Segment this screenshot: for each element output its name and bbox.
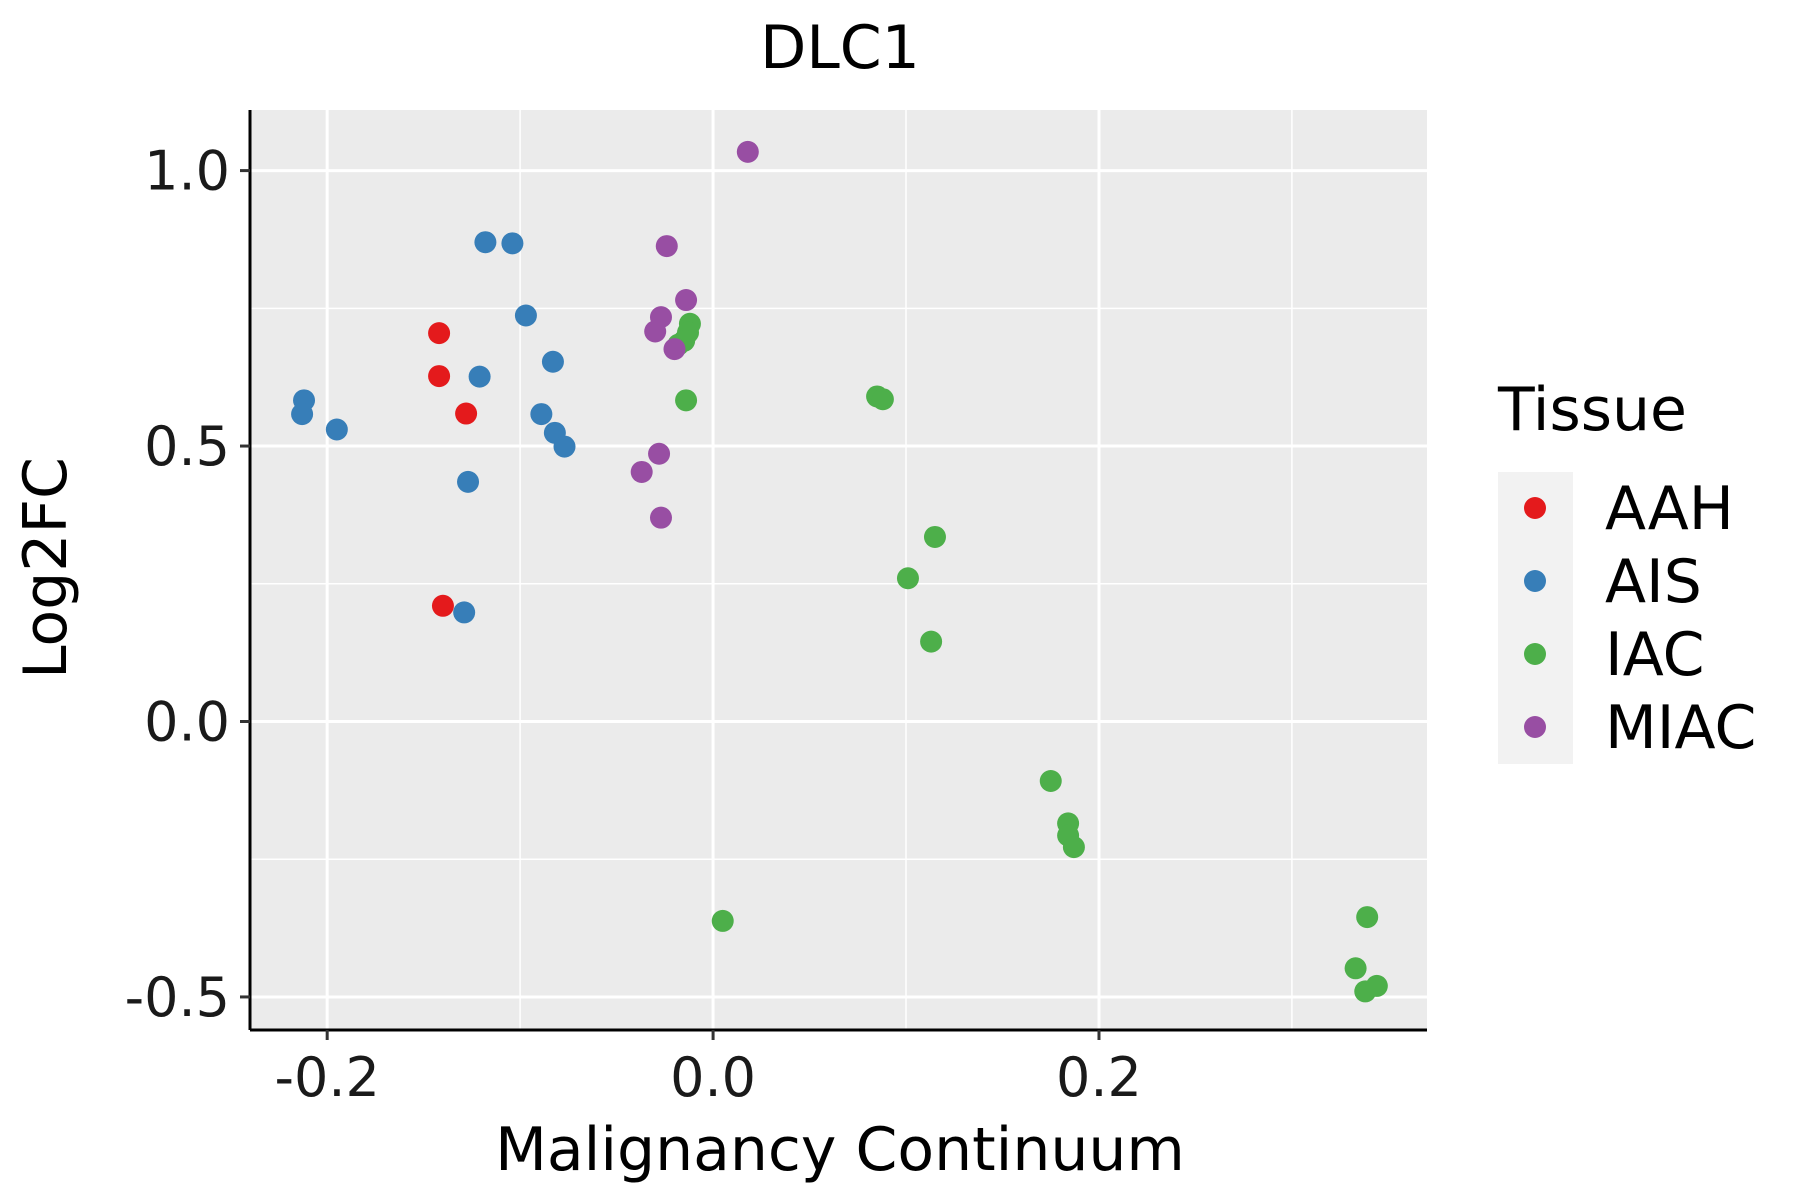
data-point-miac <box>644 320 667 343</box>
y-tick-label: 1.0 <box>144 140 230 203</box>
plot-area: -0.2 0.0 0.2 -0.5 0.0 0.5 1.0 <box>125 110 1427 1109</box>
data-point-ais <box>453 601 476 624</box>
data-point-ais <box>530 403 553 426</box>
legend-key-iac <box>1524 643 1546 665</box>
data-point-ais <box>501 232 524 255</box>
data-point-miac <box>648 442 671 465</box>
data-point-ais <box>457 470 480 493</box>
data-point-miac <box>663 338 686 361</box>
data-point-ais <box>553 435 576 458</box>
data-point-miac <box>630 460 653 483</box>
legend-key-background <box>1498 472 1573 764</box>
legend-title: Tissue <box>1497 375 1687 445</box>
data-point-ais <box>541 350 564 373</box>
data-point-iac <box>896 567 919 590</box>
data-point-aah <box>431 594 454 617</box>
data-point-iac <box>675 389 698 412</box>
data-point-aah <box>428 365 451 388</box>
y-axis-title: Log2FC <box>11 457 81 679</box>
legend-label-aah: AAH <box>1605 474 1734 544</box>
data-point-iac <box>1062 836 1085 859</box>
x-axis-title: Malignancy Continuum <box>495 1115 1185 1185</box>
y-tick-label: 0.5 <box>144 415 230 478</box>
y-tick-label: 0.0 <box>144 690 230 753</box>
data-point-miac <box>655 235 678 258</box>
data-point-ais <box>514 304 537 327</box>
data-point-miac <box>675 289 698 312</box>
data-point-iac <box>711 909 734 932</box>
data-point-iac <box>1344 957 1367 980</box>
data-point-ais <box>468 365 491 388</box>
legend-key-miac <box>1524 716 1546 738</box>
data-point-miac <box>736 140 759 163</box>
data-point-ais <box>325 418 348 441</box>
x-tick-label: 0.2 <box>1056 1046 1142 1109</box>
data-point-ais <box>474 231 497 254</box>
legend-label-ais: AIS <box>1605 547 1702 617</box>
legend-key-aah <box>1524 497 1546 519</box>
data-point-aah <box>428 322 451 345</box>
y-tick-label: -0.5 <box>125 966 230 1029</box>
data-point-ais <box>291 403 314 426</box>
data-point-aah <box>455 402 478 425</box>
data-point-iac <box>923 525 946 548</box>
chart-title: DLC1 <box>760 13 920 83</box>
legend-label-iac: IAC <box>1605 620 1705 690</box>
data-point-iac <box>1365 974 1388 997</box>
data-point-iac <box>1356 906 1379 929</box>
data-point-iac <box>1039 769 1062 792</box>
legend-label-miac: MIAC <box>1605 693 1756 763</box>
x-tick-label: 0.0 <box>670 1046 756 1109</box>
legend-key-ais <box>1524 570 1546 592</box>
data-point-miac <box>649 506 672 529</box>
x-tick-label: -0.2 <box>274 1046 379 1109</box>
data-point-iac <box>871 388 894 411</box>
plot-background <box>250 110 1427 1030</box>
data-point-iac <box>920 630 943 653</box>
